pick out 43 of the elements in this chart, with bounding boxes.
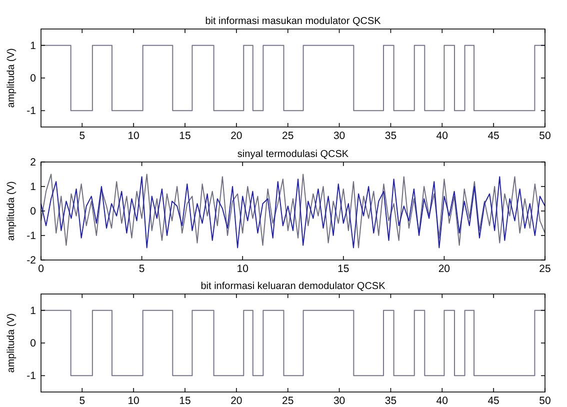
x-tick-label: 50 [539, 130, 551, 142]
x-tick-label: 25 [539, 263, 551, 275]
y-tick-label: -1 [26, 230, 36, 242]
y-tick-label: 2 [30, 156, 36, 168]
x-tick-label: 20 [230, 395, 242, 407]
x-tick-label: 15 [179, 395, 191, 407]
y-tick-label: 1 [30, 40, 36, 52]
x-tick-label: 0 [38, 263, 44, 275]
y-tick-label: 0 [30, 338, 36, 350]
x-tick-label: 20 [230, 130, 242, 142]
x-tick-label: 10 [128, 395, 140, 407]
y-tick-label: 1 [30, 304, 36, 317]
x-tick-label: 50 [539, 395, 551, 407]
x-tick-label: 25 [282, 130, 294, 142]
x-tick-label: 5 [79, 395, 86, 407]
y-tick-label: 1 [30, 181, 36, 193]
y-axis-title: amplituda (V) [6, 313, 17, 373]
y-tick-label: 0 [30, 206, 36, 218]
y-tick-label: -1 [26, 370, 36, 382]
x-tick-label: 5 [79, 130, 86, 142]
x-tick-label: 35 [384, 130, 397, 142]
x-tick-label: 45 [488, 395, 500, 407]
x-tick-label: 15 [179, 130, 191, 142]
x-tick-label: 40 [436, 130, 448, 142]
x-tick-label: 20 [438, 263, 450, 275]
x-tick-label: 45 [488, 130, 500, 142]
y-tick-label: 0 [30, 72, 36, 84]
y-tick-label: -2 [26, 254, 36, 266]
chart-title: sinyal termodulasi QCSK [237, 149, 349, 160]
chart-title: bit informasi masukan modulator QCSK [205, 16, 382, 27]
x-tick-label: 30 [333, 395, 346, 407]
y-tick-label: -1 [26, 105, 36, 118]
y-axis-title: amplituda (V) [6, 48, 17, 108]
y-axis-title: amplituda (V) [6, 181, 17, 241]
x-tick-label: 35 [384, 395, 397, 407]
x-tick-label: 25 [282, 395, 294, 407]
x-tick-label: 10 [236, 263, 249, 275]
x-tick-label: 5 [138, 263, 145, 275]
x-tick-label: 30 [333, 130, 346, 142]
x-tick-label: 40 [436, 395, 448, 407]
chart-title: bit informasi keluaran demodulator QCSK [200, 281, 386, 292]
x-tick-label: 15 [338, 263, 350, 275]
x-tick-label: 10 [128, 130, 140, 142]
